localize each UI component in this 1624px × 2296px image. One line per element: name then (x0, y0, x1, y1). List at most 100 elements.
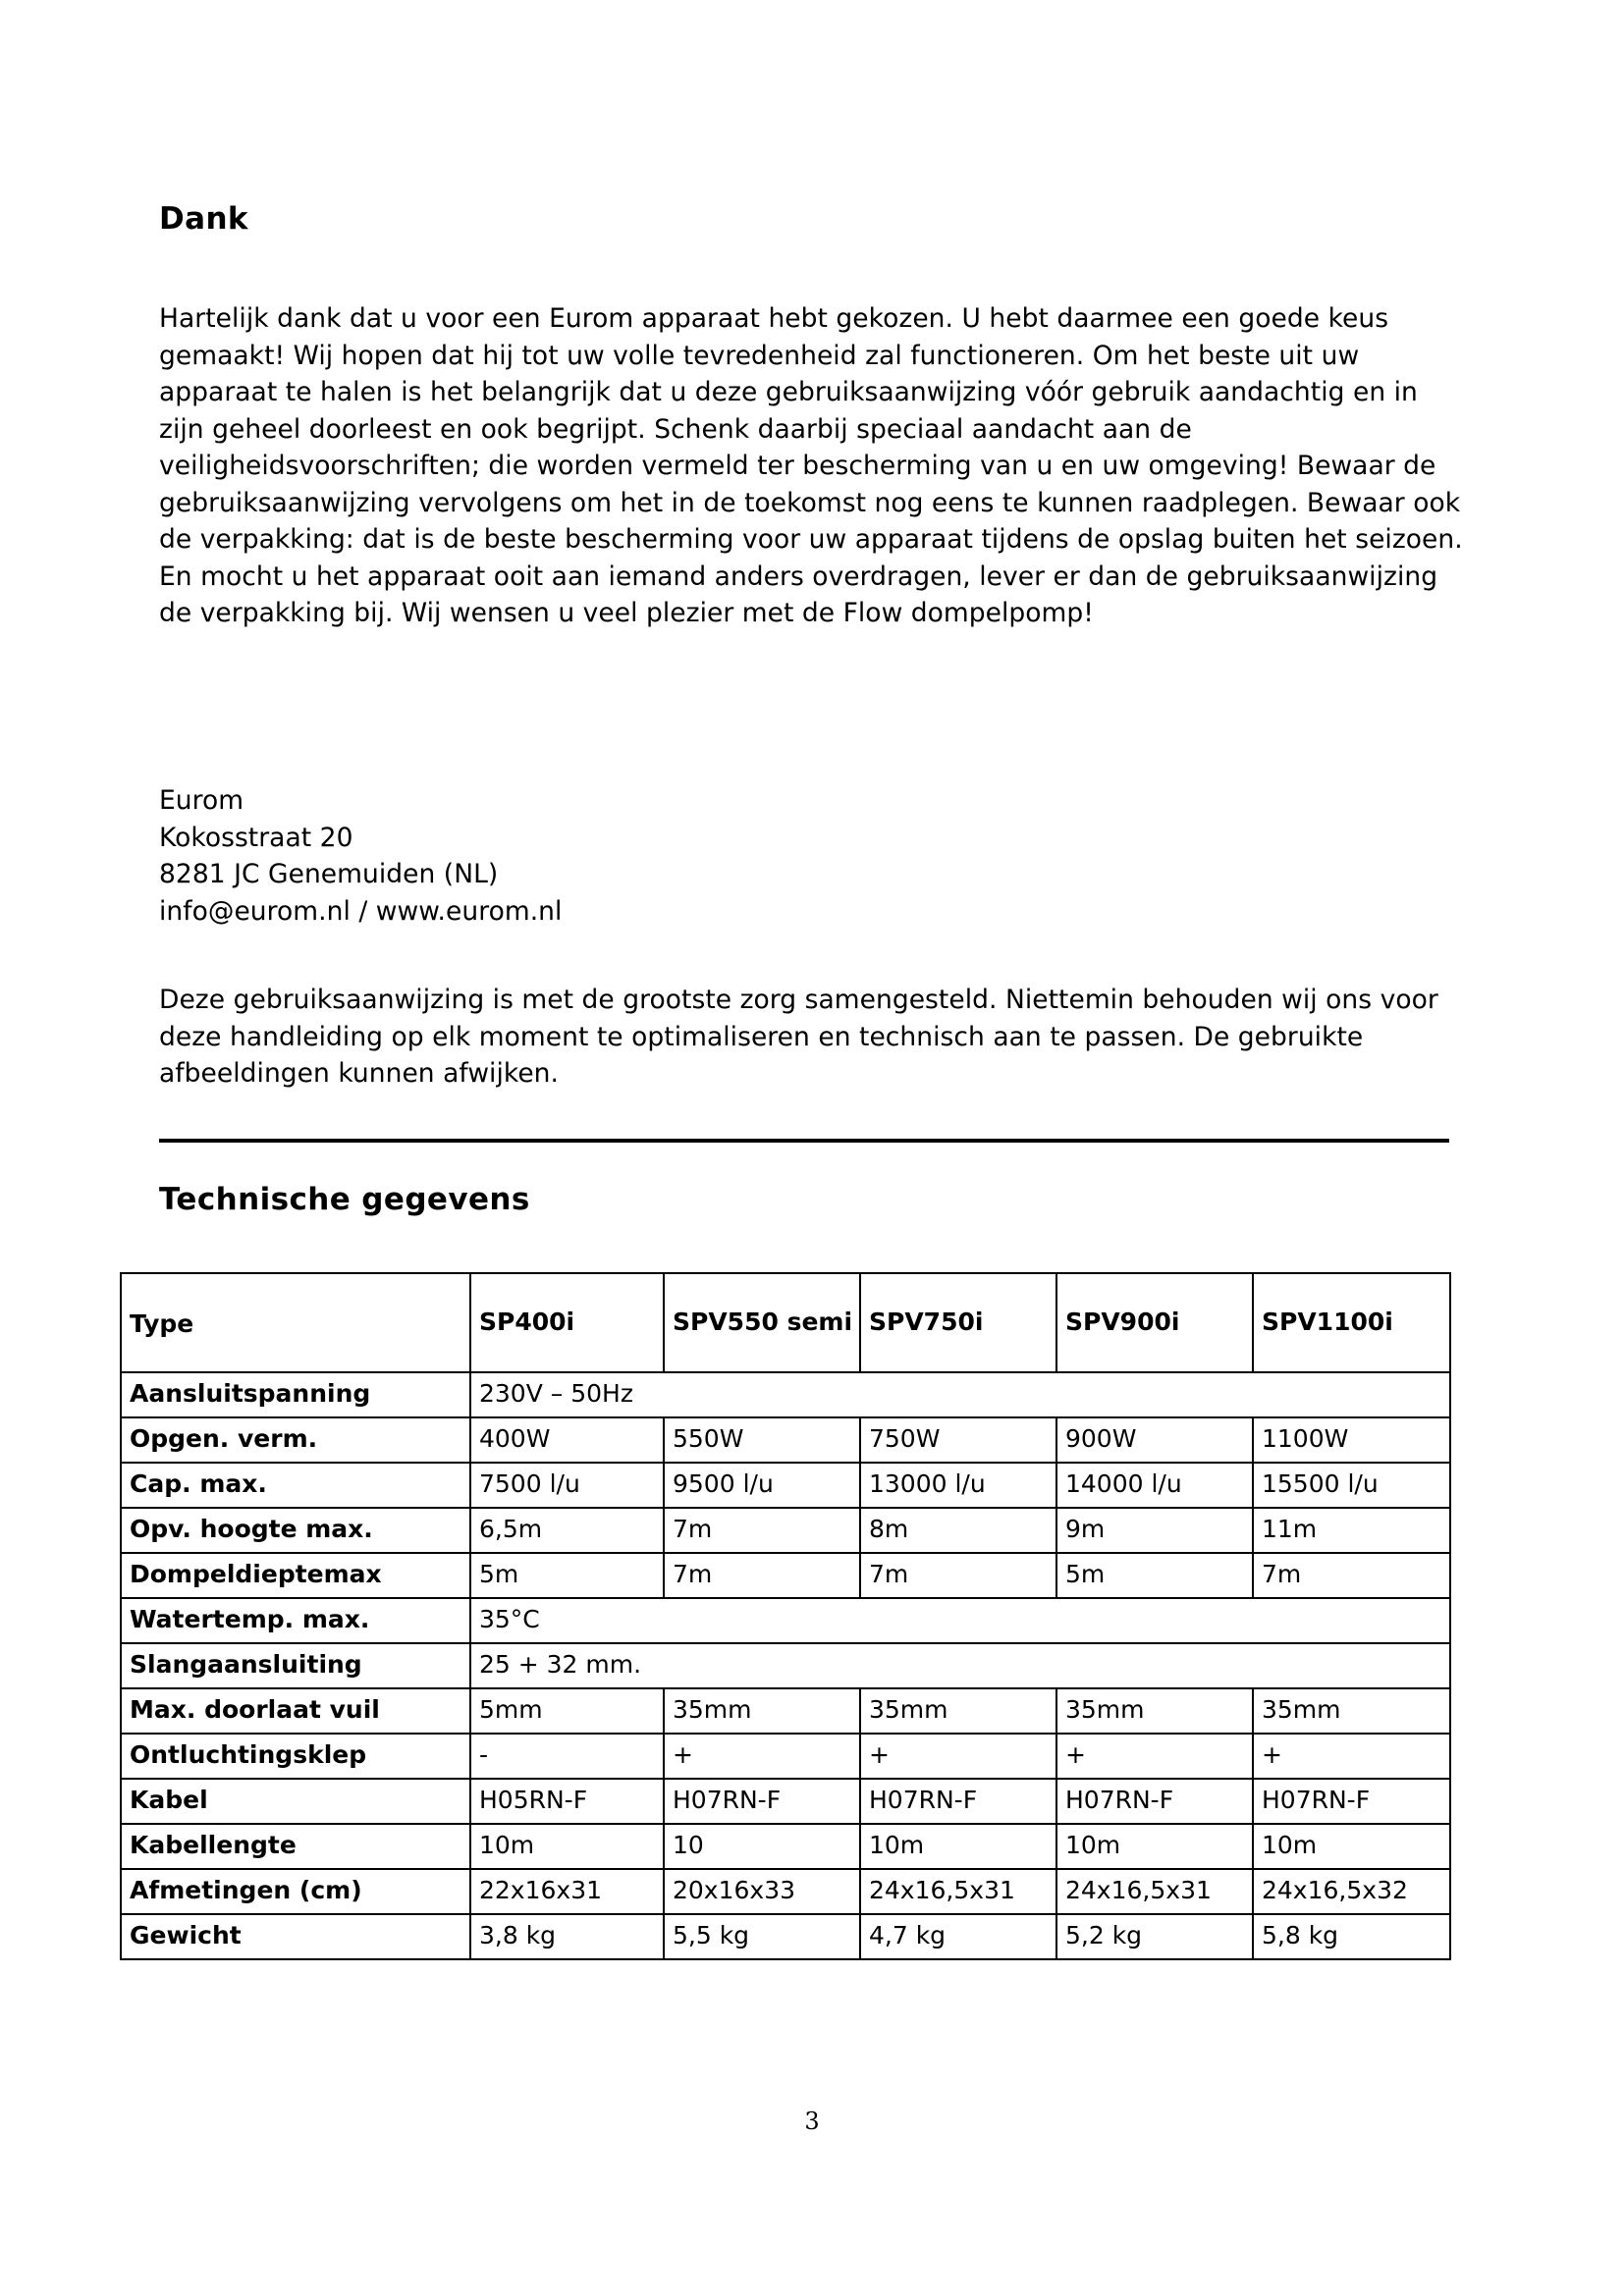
table-header-cell-sp400i: SP400i (469, 1272, 665, 1373)
disclaimer-paragraph: Deze gebruiksaanwijzing is met de groots… (159, 985, 1438, 1089)
table-cell: 5,2 kg (1056, 1913, 1254, 1960)
table-header-cell-spv750i: SPV750i (859, 1272, 1057, 1373)
table-cell: 5m (469, 1552, 665, 1599)
table-cell: 3,8 kg (469, 1913, 665, 1960)
table-body: Aansluitspanning 230V – 50Hz Opgen. verm. 4… (120, 1371, 1451, 1960)
table-cell: 35mm (663, 1687, 861, 1735)
table-cell: 10m (859, 1823, 1057, 1870)
table-cell: 5,8 kg (1252, 1913, 1451, 1960)
table-cell: 900W (1056, 1416, 1254, 1464)
table-header-cell-spv550: SPV550 semi PI (663, 1272, 861, 1373)
table-row: Kabel H05RN-F H07RN-F H07RN-F H07RN-F H07RN-F (120, 1778, 1451, 1825)
table-row: Gewicht 3,8 kg 5,5 kg 4,7 kg 5,2 kg 5,8 kg (120, 1913, 1451, 1960)
table-cell: + (1252, 1733, 1451, 1780)
table-row-label: Kabel (120, 1778, 471, 1825)
table-cell: 35mm (1056, 1687, 1254, 1735)
table-cell-spanning: 35°C (469, 1597, 1451, 1644)
table-row-label: Cap. max. (120, 1462, 471, 1509)
table-cell: 35mm (859, 1687, 1057, 1735)
table-cell: H07RN-F (1252, 1778, 1451, 1825)
table-cell: H07RN-F (1056, 1778, 1254, 1825)
company-address-block: Eurom Kokosstraat 20 8281 JC Genemuiden … (159, 785, 563, 927)
table-cell: 10 (663, 1823, 861, 1870)
page-number: 3 (804, 2108, 820, 2135)
table-row: Cap. max. 7500 l/u 9500 l/u 13000 l/u 14000 … (120, 1462, 1451, 1509)
table-cell: 20x16x33 (663, 1868, 861, 1915)
table-cell: + (1056, 1733, 1254, 1780)
table-cell: 14000 l/u (1056, 1462, 1254, 1509)
table-cell: 8m (859, 1507, 1057, 1554)
table-row-label: Afmetingen (cm) (120, 1868, 471, 1915)
table-cell: 24x16,5x32 (1252, 1868, 1451, 1915)
table-cell: 550W (663, 1416, 861, 1464)
table-cell: 15500 l/u (1252, 1462, 1451, 1509)
table-cell: 7m (1252, 1552, 1451, 1599)
thanks-heading: Dank (159, 201, 248, 237)
table-row-label: Dompeldieptemax (120, 1552, 471, 1599)
table-cell: 4,7 kg (859, 1913, 1057, 1960)
table-row-label: Kabellengte (120, 1823, 471, 1870)
table-row: Opv. hoogte max. 6,5m 7m 8m 9m 11m (120, 1507, 1451, 1554)
section-divider (159, 1139, 1449, 1143)
table-cell: 9m (1056, 1507, 1254, 1554)
table-row: Slangaansluiting 25 + 32 mm. (120, 1642, 1451, 1689)
table-row: Watertemp. max. 35°C (120, 1597, 1451, 1644)
table-header-cell-spv900i: SPV900i (1056, 1272, 1254, 1373)
table-cell: - (469, 1733, 665, 1780)
table-cell: 7m (663, 1507, 861, 1554)
table-row: Dompeldieptemax 5m 7m 7m 5m 7m (120, 1552, 1451, 1599)
table-cell: 400W (469, 1416, 665, 1464)
table-cell: 24x16,5x31 (859, 1868, 1057, 1915)
table-cell: 750W (859, 1416, 1057, 1464)
table-row-label: Max. doorlaat vuil (120, 1687, 471, 1735)
table-cell-spanning: 25 + 32 mm. (469, 1642, 1451, 1689)
table-cell: 22x16x31 (469, 1868, 665, 1915)
table-cell: 7m (663, 1552, 861, 1599)
technical-table-wrapper: Type SP400i SPV550 semi PI SPV750i SPV90… (120, 1272, 1451, 1960)
table-header-cell-type: Type (120, 1272, 471, 1373)
table-cell: 10m (1252, 1823, 1451, 1870)
table-row-label: Opgen. verm. (120, 1416, 471, 1464)
table-cell: 10m (1056, 1823, 1254, 1870)
table-cell: 35mm (1252, 1687, 1451, 1735)
table-cell-spanning: 230V – 50Hz (469, 1371, 1451, 1418)
technical-heading-wrapper: Technische gegevens (159, 1183, 530, 1216)
table-row: Ontluchtingsklep - + + + + (120, 1733, 1451, 1780)
table-header-cell-spv1100i: SPV1100i (1252, 1272, 1451, 1373)
table-cell: 1100W (1252, 1416, 1451, 1464)
table-cell: 5mm (469, 1687, 665, 1735)
table-cell: H07RN-F (859, 1778, 1057, 1825)
table-cell: 5m (1056, 1552, 1254, 1599)
table-cell: 10m (469, 1823, 665, 1870)
table-cell: 7500 l/u (469, 1462, 665, 1509)
thanks-heading-wrapper: Dank (159, 202, 248, 236)
table-cell: H05RN-F (469, 1778, 665, 1825)
table-row-label: Slangaansluiting (120, 1642, 471, 1689)
table-cell: 13000 l/u (859, 1462, 1057, 1509)
table-cell: 24x16,5x31 (1056, 1868, 1254, 1915)
table-cell: + (663, 1733, 861, 1780)
table-cell: 9500 l/u (663, 1462, 861, 1509)
table-row: Opgen. verm. 400W 550W 750W 900W 1100W (120, 1416, 1451, 1464)
specifications-table: Type SP400i SPV550 semi PI SPV750i SPV90… (120, 1272, 1451, 1960)
table-row: Afmetingen (cm) 22x16x31 20x16x33 24x16,5x3… (120, 1868, 1451, 1915)
table-row: Kabellengte 10m 10 10m 10m 10m (120, 1823, 1451, 1870)
table-row: Max. doorlaat vuil 5mm 35mm 35mm 35mm 35mm (120, 1687, 1451, 1735)
table-row-label: Opv. hoogte max. (120, 1507, 471, 1554)
table-header-row: Type SP400i SPV550 semi PI SPV750i SPV90… (120, 1272, 1451, 1373)
table-cell: 7m (859, 1552, 1057, 1599)
table-row-label: Ontluchtingsklep (120, 1733, 471, 1780)
thanks-body-paragraph: Hartelijk dank dat u voor een Eurom appa… (159, 303, 1463, 628)
table-cell: 11m (1252, 1507, 1451, 1554)
table-row-label: Gewicht (120, 1913, 471, 1960)
table-cell: H07RN-F (663, 1778, 861, 1825)
table-cell: + (859, 1733, 1057, 1780)
table-row-label: Watertemp. max. (120, 1597, 471, 1644)
table-row-label: Aansluitspanning (120, 1371, 471, 1418)
table-header: Type SP400i SPV550 semi PI SPV750i SPV90… (120, 1272, 1451, 1373)
table-row: Aansluitspanning 230V – 50Hz (120, 1371, 1451, 1418)
table-cell: 5,5 kg (663, 1913, 861, 1960)
table-cell: 6,5m (469, 1507, 665, 1554)
technical-heading: Technische gegevens (159, 1182, 530, 1217)
